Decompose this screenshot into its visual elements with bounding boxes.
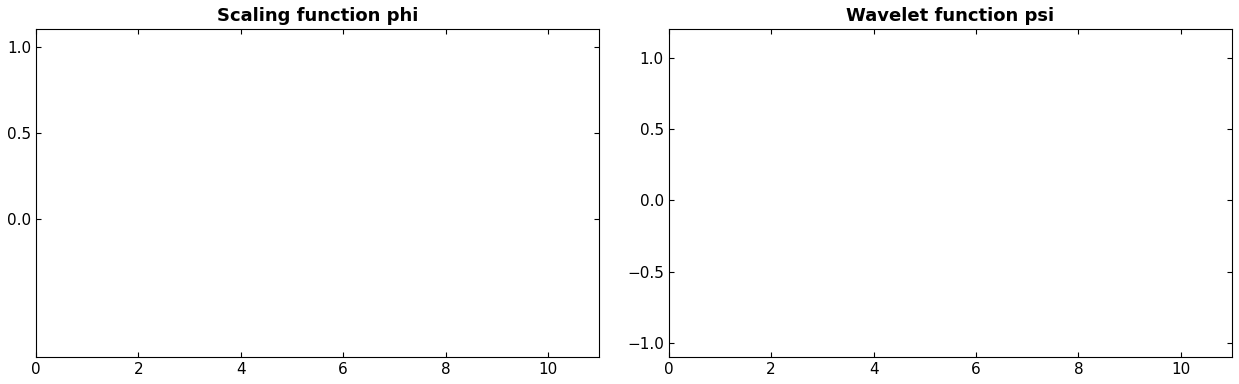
Title: Wavelet function psi: Wavelet function psi [846,7,1054,25]
Title: Scaling function phi: Scaling function phi [217,7,419,25]
